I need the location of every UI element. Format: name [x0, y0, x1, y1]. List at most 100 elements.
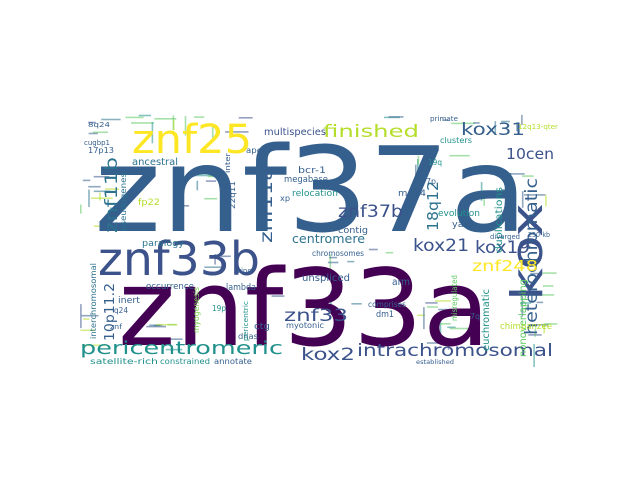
tiny-word-mark — [423, 307, 425, 330]
tiny-word-mark — [262, 298, 264, 322]
tiny-word-mark — [498, 191, 506, 193]
word-znf248: znf248 — [472, 257, 538, 275]
tiny-word-mark — [184, 115, 187, 136]
word-10cen: 10cen — [506, 145, 554, 163]
tiny-word-mark — [536, 301, 544, 304]
tiny-word-mark — [175, 205, 190, 207]
tiny-word-mark — [417, 314, 425, 317]
tiny-word-mark — [545, 195, 547, 207]
word-q24: q24 — [114, 306, 128, 315]
word-pseudogenes: pseudogenes — [119, 173, 128, 231]
tiny-word-mark — [522, 175, 534, 177]
tiny-word-mark — [196, 180, 199, 191]
word-kox: kox — [502, 203, 553, 301]
tiny-word-mark — [165, 348, 183, 351]
tiny-word-mark — [503, 209, 516, 211]
tiny-word-mark — [334, 291, 342, 293]
word-multispecies: multispecies — [264, 127, 326, 138]
tiny-word-mark — [214, 254, 216, 265]
word-diverged: diverged — [490, 233, 520, 241]
tiny-word-mark — [88, 121, 96, 124]
tiny-word-mark — [238, 117, 253, 119]
tiny-word-mark — [442, 119, 449, 121]
word-finished: finished — [323, 122, 419, 142]
word-paralogy: paralogy — [142, 239, 185, 249]
tiny-word-mark — [93, 190, 111, 193]
tiny-word-mark — [173, 183, 175, 199]
tiny-word-mark — [125, 116, 144, 119]
word-chimpanzee: chimpanzee — [500, 322, 552, 332]
word-19p: 19p — [212, 304, 226, 313]
tiny-word-mark — [154, 118, 177, 120]
tiny-word-mark — [431, 323, 451, 325]
tiny-word-mark — [426, 306, 438, 308]
word-relocation: relocation — [292, 189, 338, 199]
word-ring: ring — [238, 267, 252, 275]
word-yacs: yacs — [452, 220, 474, 230]
word-centromere: centromere — [292, 232, 365, 246]
word-unspliced: unspliced — [302, 273, 350, 284]
word-22q11: 22q11 — [228, 181, 237, 209]
tiny-word-mark — [351, 303, 362, 305]
tiny-word-mark — [434, 300, 451, 302]
tiny-word-mark — [347, 260, 355, 263]
word-znf11b: znf11b — [102, 157, 122, 233]
tiny-word-mark — [385, 251, 394, 254]
word-nonoverlapping: nonoverlapping — [518, 279, 529, 357]
word-7q: 7q — [470, 312, 480, 321]
word-misregulated: misregulated — [450, 275, 459, 321]
tiny-word-mark — [109, 207, 125, 210]
word-znf11a: znf11a — [257, 167, 277, 243]
tiny-word-mark — [494, 121, 497, 135]
tiny-word-mark — [439, 316, 442, 340]
word-contig: contig — [338, 226, 368, 236]
word-inert: inert — [118, 296, 140, 306]
word-dm1: dm1 — [376, 310, 394, 320]
word-cugbp1: cugbp1 — [84, 139, 110, 147]
word-znf37b: znf37b — [338, 202, 403, 222]
tiny-word-mark — [447, 326, 456, 329]
tiny-word-mark — [101, 118, 121, 121]
word-kox21: kox21 — [413, 236, 469, 256]
tiny-word-mark — [204, 197, 218, 200]
tiny-word-mark — [533, 344, 535, 367]
word-250-kb: 250-kb — [528, 231, 550, 239]
word-8q24: 8q24 — [88, 121, 111, 129]
word-kox19: kox19 — [475, 238, 530, 258]
tiny-word-mark — [131, 122, 155, 124]
word-cloud: znf37a znf33a znf33b znf25 kox heterochr… — [80, 113, 560, 367]
tiny-word-mark — [502, 189, 510, 191]
word-18q12: 18q12 — [424, 181, 442, 231]
tiny-word-mark — [80, 204, 82, 214]
tiny-word-mark — [417, 155, 420, 165]
word-primate: primate — [430, 115, 458, 123]
tiny-word-mark — [83, 318, 90, 320]
tiny-word-mark — [544, 323, 558, 325]
tiny-word-mark — [449, 327, 469, 330]
tiny-word-mark — [225, 131, 249, 133]
word-znf33: znf33 — [284, 306, 348, 326]
tiny-word-mark — [542, 272, 557, 274]
word-interchromosomal: interchromosomal — [89, 263, 98, 339]
tiny-word-mark — [520, 302, 532, 304]
tiny-word-mark — [194, 116, 205, 118]
tiny-word-mark — [161, 338, 183, 340]
tiny-word-mark — [501, 120, 510, 123]
word-established: established — [416, 359, 454, 366]
word-10p11-2: 10p11.2 — [103, 283, 118, 341]
word-fp22: fp22 — [138, 198, 160, 208]
tiny-word-mark — [81, 314, 99, 317]
word-ctg: ctg — [254, 322, 270, 332]
tiny-word-mark — [90, 197, 113, 199]
tiny-word-mark — [417, 159, 419, 172]
word-kox2: kox2 — [301, 345, 355, 365]
tiny-word-mark — [509, 173, 525, 175]
word-megabase: megabase — [284, 175, 328, 185]
word-znf33b: znf33b — [98, 232, 260, 286]
tiny-word-mark — [447, 341, 450, 350]
word-myotonic: myotonic — [286, 321, 324, 330]
word-molt4: molt4 — [398, 189, 426, 199]
word-constrained: constrained — [160, 357, 210, 366]
tiny-word-mark — [215, 255, 231, 258]
